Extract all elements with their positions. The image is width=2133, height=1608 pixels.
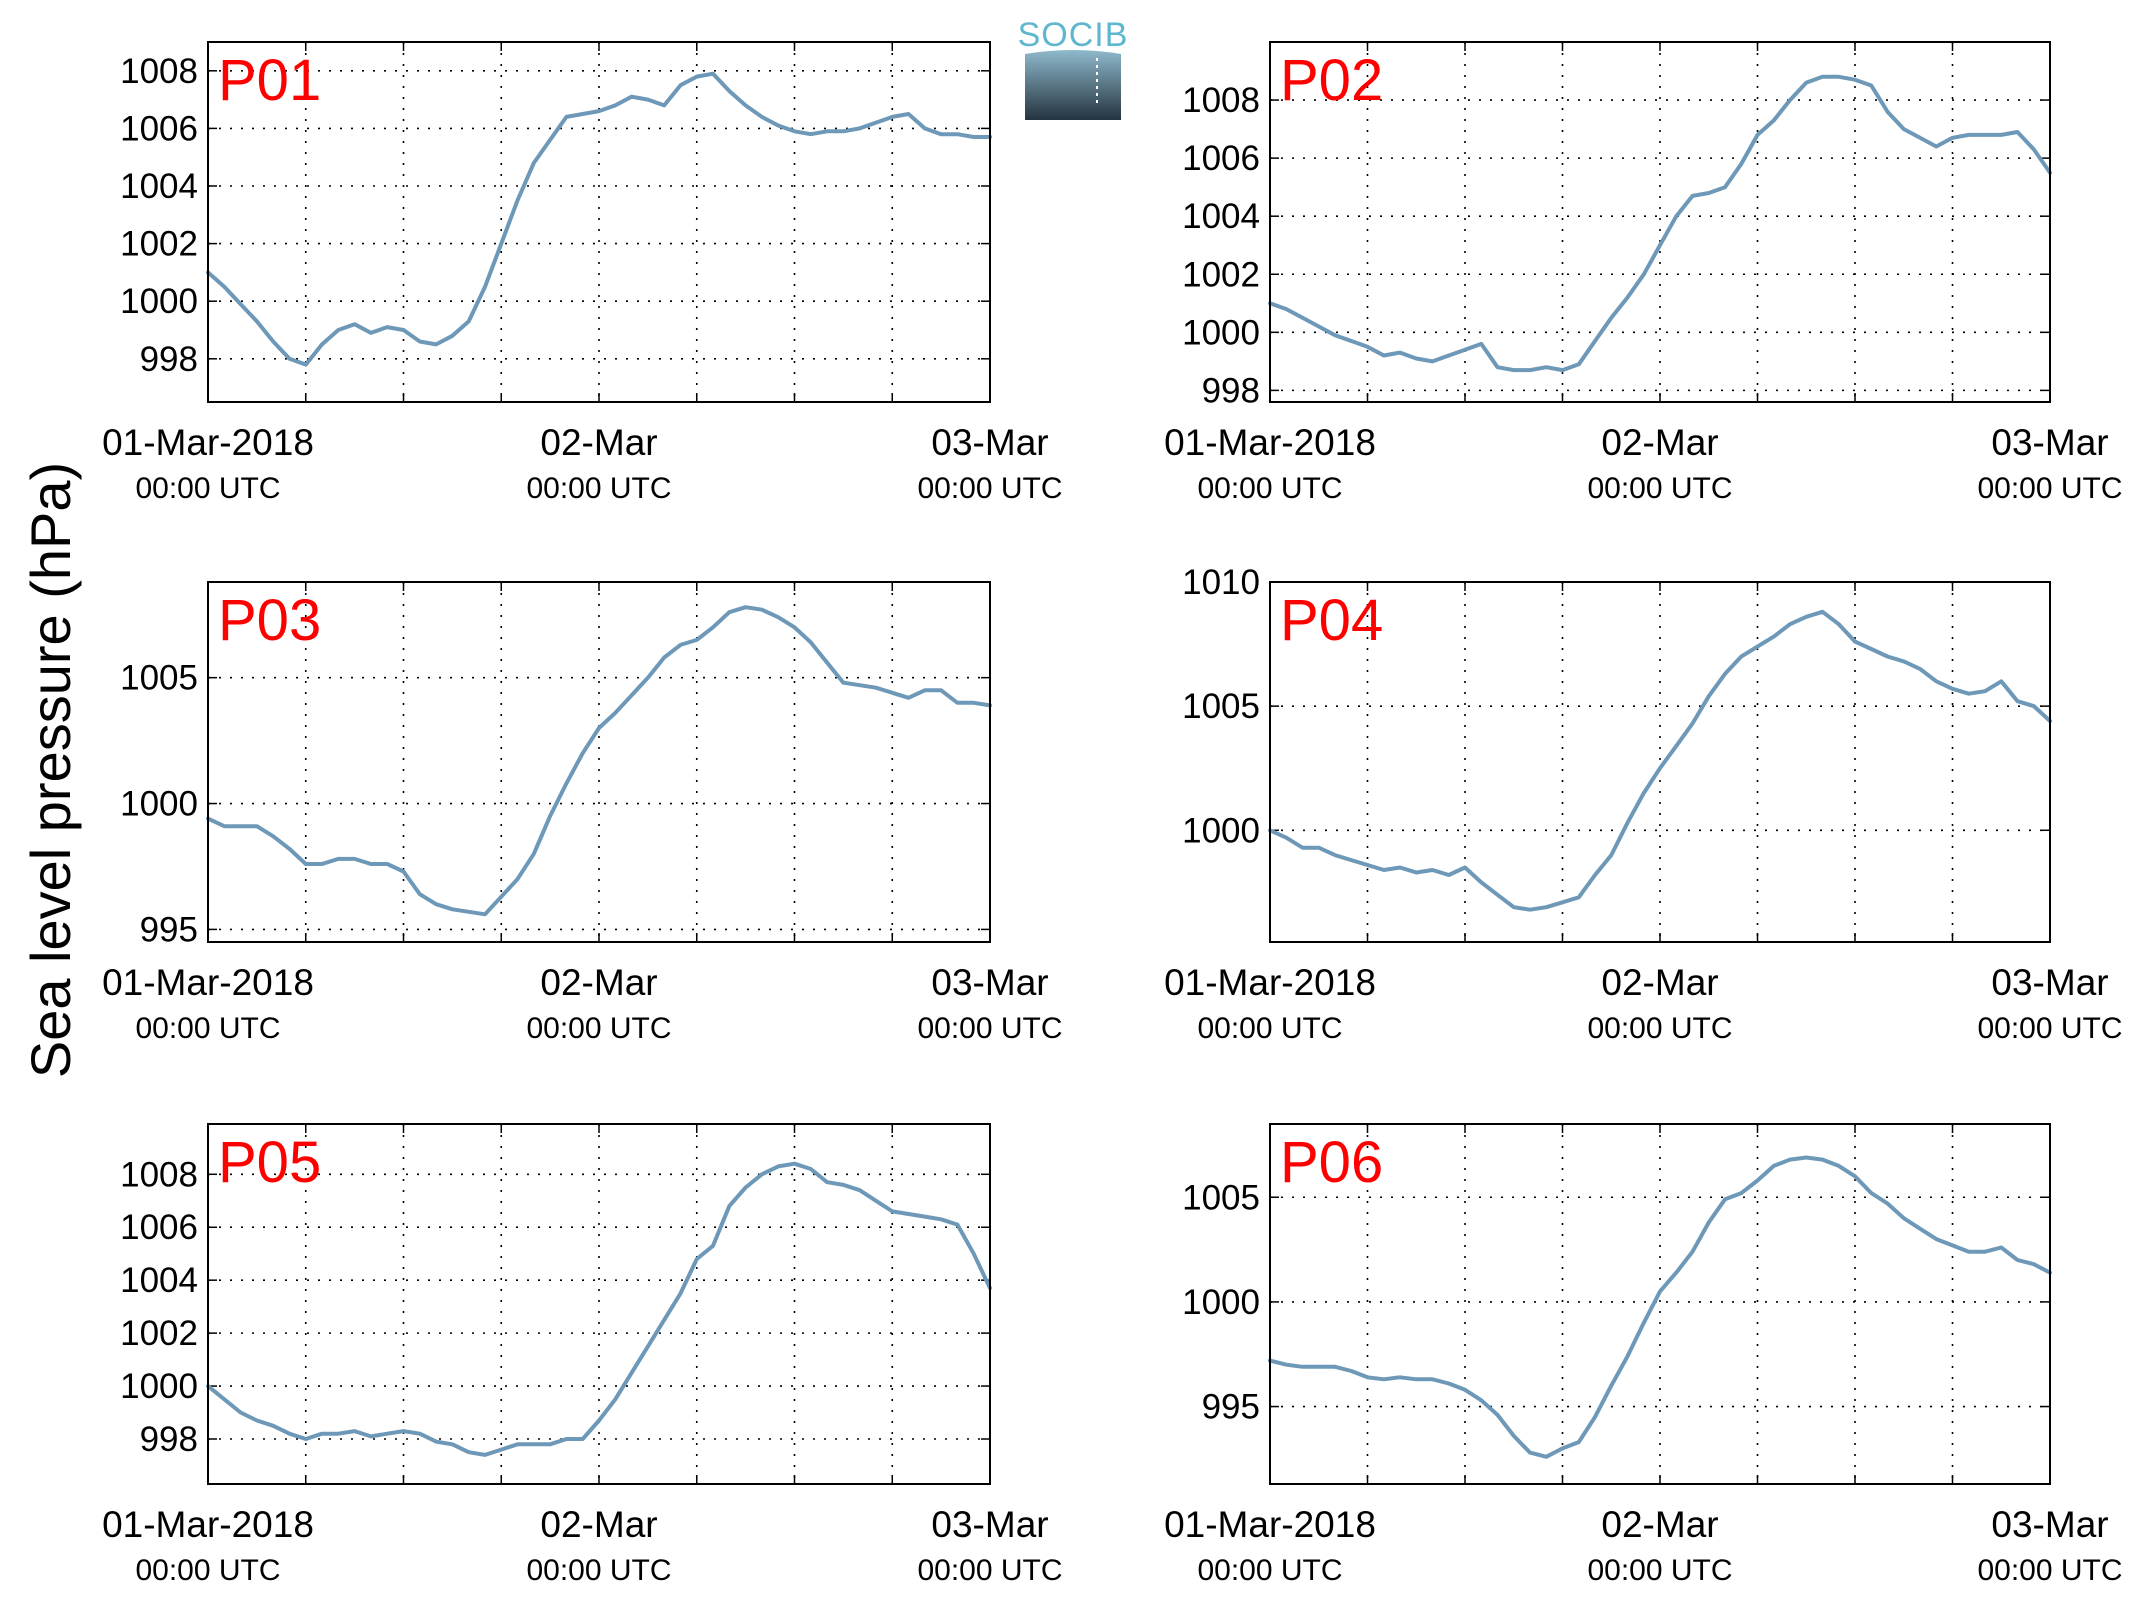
x-tick-time-label: 00:00 UTC (917, 472, 1062, 505)
panel-p04: 1000 1005 1010 01-Mar-2018 00:00 UTC 02-Mar 00… (1164, 563, 2122, 1045)
y-tick-label: 1005 (1182, 687, 1260, 726)
x-tick-time-label: 00:00 UTC (526, 472, 671, 505)
y-tick-label: 1005 (1182, 1178, 1260, 1217)
socib-logo-wave-icon (1025, 50, 1121, 120)
x-tick-date-label: 03-Mar (1991, 1504, 2108, 1545)
y-tick-label: 1004 (120, 1261, 198, 1300)
y-tick-label: 1002 (120, 225, 198, 264)
y-tick-label: 1000 (1182, 1283, 1260, 1322)
x-tick-date-label: 03-Mar (1991, 422, 2108, 463)
y-tick-label: 998 (140, 1420, 198, 1459)
y-tick-label: 1005 (120, 659, 198, 698)
x-tick-date-label: 03-Mar (931, 422, 1048, 463)
x-tick-date-label: 03-Mar (931, 962, 1048, 1003)
panel-label: P02 (1280, 48, 1383, 113)
panel-p02: 998 1000 1002 1004 1006 1008 01-Mar-2018 00:00 … (1164, 41, 2123, 505)
shared-y-axis-label: Sea level pressure (hPa) (19, 462, 82, 1078)
x-tick-date-label: 01-Mar-2018 (1164, 422, 1376, 463)
x-tick-date-label: 02-Mar (540, 1504, 657, 1545)
panel-p01: 998 1000 1002 1004 1006 1008 01-Mar-2018 00:00 … (102, 41, 1063, 505)
y-tick-label: 1000 (120, 785, 198, 824)
x-tick-time-label: 00:00 UTC (1197, 472, 1342, 505)
x-tick-time-label: 00:00 UTC (526, 1012, 671, 1045)
x-tick-time-label: 00:00 UTC (135, 472, 280, 505)
socib-logo: SOCIB (1018, 16, 1129, 120)
y-tick-label: 1010 (1182, 563, 1260, 602)
axes-frame (1269, 581, 2051, 943)
x-tick-date-label: 03-Mar (931, 1504, 1048, 1545)
y-tick-label: 995 (140, 910, 198, 949)
x-tick-time-label: 00:00 UTC (1197, 1554, 1342, 1587)
y-tick-label: 1002 (1182, 255, 1260, 294)
panel-p06: 995 1000 1005 01-Mar-2018 00:00 UTC 02-Mar 00:… (1164, 1123, 2123, 1587)
x-tick-time-label: 00:00 UTC (917, 1554, 1062, 1587)
x-tick-time-label: 00:00 UTC (1977, 1554, 2122, 1587)
y-tick-label: 1000 (1182, 313, 1260, 352)
x-tick-time-label: 00:00 UTC (135, 1012, 280, 1045)
x-tick-time-label: 00:00 UTC (1587, 1012, 1732, 1045)
x-tick-time-label: 00:00 UTC (1587, 1554, 1732, 1587)
axes-frame (207, 41, 991, 403)
x-tick-date-label: 02-Mar (1601, 422, 1718, 463)
y-tick-label: 1004 (120, 167, 198, 206)
panel-label: P05 (218, 1130, 321, 1195)
x-tick-date-label: 01-Mar-2018 (102, 422, 314, 463)
x-tick-time-label: 00:00 UTC (1977, 472, 2122, 505)
x-tick-time-label: 00:00 UTC (135, 1554, 280, 1587)
y-tick-label: 1000 (120, 1367, 198, 1406)
pressure-series-line (1268, 74, 2052, 373)
axes-frame (207, 1123, 991, 1485)
y-tick-label: 998 (140, 340, 198, 379)
y-tick-label: 1002 (120, 1314, 198, 1353)
y-tick-label: 1006 (1182, 139, 1260, 178)
x-tick-date-label: 01-Mar-2018 (1164, 1504, 1376, 1545)
pressure-series-line (206, 605, 992, 917)
pressure-series-line (1268, 1155, 2052, 1459)
x-tick-time-label: 00:00 UTC (526, 1554, 671, 1587)
panel-label: P04 (1280, 588, 1383, 653)
panel-grid: 998 1000 1002 1004 1006 1008 01-Mar-2018 00:00 … (102, 41, 2123, 1587)
x-tick-date-label: 03-Mar (1991, 962, 2108, 1003)
axes-frame (207, 581, 991, 943)
y-tick-label: 1004 (1182, 197, 1260, 236)
x-tick-date-label: 01-Mar-2018 (102, 962, 314, 1003)
y-tick-label: 1008 (1182, 81, 1260, 120)
y-tick-label: 1008 (120, 52, 198, 91)
x-tick-time-label: 00:00 UTC (1197, 1012, 1342, 1045)
panel-label: P03 (218, 588, 321, 653)
x-tick-date-label: 02-Mar (540, 422, 657, 463)
axes-frame (1269, 41, 2051, 403)
panel-label: P01 (218, 48, 321, 113)
x-tick-date-label: 01-Mar-2018 (102, 1504, 314, 1545)
pressure-series-line (1268, 609, 2052, 912)
x-tick-time-label: 00:00 UTC (1587, 472, 1732, 505)
x-tick-time-label: 00:00 UTC (1977, 1012, 2122, 1045)
panel-label: P06 (1280, 1130, 1383, 1195)
pressure-series-line (206, 71, 992, 367)
y-tick-label: 995 (1202, 1388, 1260, 1427)
y-tick-label: 1006 (120, 109, 198, 148)
panel-p03: 995 1000 1005 01-Mar-2018 00:00 UTC 02-Mar 00:… (102, 581, 1063, 1045)
x-tick-date-label: 02-Mar (540, 962, 657, 1003)
x-tick-date-label: 02-Mar (1601, 1504, 1718, 1545)
x-tick-date-label: 02-Mar (1601, 962, 1718, 1003)
pressure-series-line (206, 1161, 992, 1457)
x-tick-time-label: 00:00 UTC (917, 1012, 1062, 1045)
y-tick-label: 1008 (120, 1155, 198, 1194)
panel-p05: 998 1000 1002 1004 1006 1008 01-Mar-2018 00:00 … (102, 1123, 1063, 1587)
y-tick-label: 1006 (120, 1208, 198, 1247)
y-tick-label: 998 (1202, 371, 1260, 410)
socib-logo-text: SOCIB (1018, 16, 1129, 54)
axes-frame (1269, 1123, 2051, 1485)
y-tick-label: 1000 (120, 282, 198, 321)
x-tick-date-label: 01-Mar-2018 (1164, 962, 1376, 1003)
y-tick-label: 1000 (1182, 811, 1260, 850)
